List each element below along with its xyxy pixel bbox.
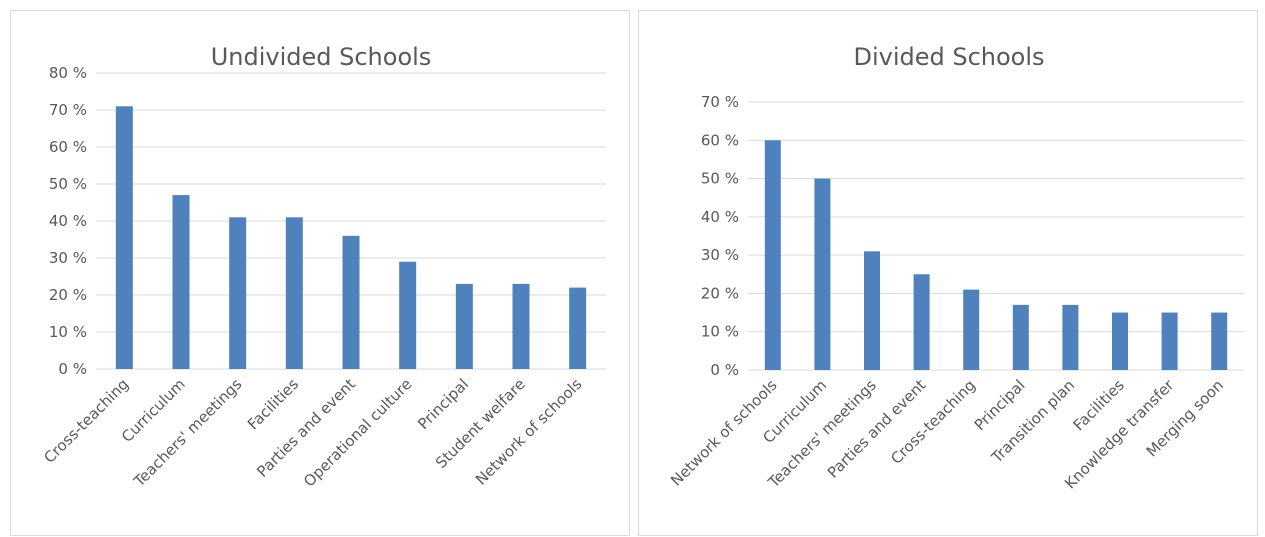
bar [569, 287, 587, 369]
bar-chart-undivided: Undivided Schools 0 % 10 % 20 % 30 % 40 % 50 … [40, 43, 606, 491]
y-tick-label: 10 % [701, 323, 739, 341]
bar [764, 140, 781, 370]
bar [512, 283, 530, 369]
bar [172, 195, 190, 369]
bar [1062, 304, 1079, 370]
x-category-label: Network of schools [472, 375, 586, 489]
chart-panel-undivided: Undivided Schools 0 % 10 % 20 % 30 % 40 % 50 … [10, 10, 630, 536]
y-tick-label: 20 % [701, 284, 739, 302]
x-category-label: Cross-teaching [887, 376, 979, 468]
bar [342, 235, 360, 369]
bar [115, 106, 133, 370]
x-category-label: Principal [414, 375, 472, 433]
bar [864, 251, 880, 370]
y-tick-label: 10 % [49, 323, 87, 341]
y-tick-label: 70 % [49, 101, 87, 119]
chart-title: Undivided Schools [211, 43, 432, 71]
y-tick-label: 40 % [701, 208, 739, 226]
bar [1161, 312, 1178, 370]
bar [814, 178, 831, 370]
bar [913, 274, 930, 370]
bar [1012, 304, 1029, 370]
bar [455, 283, 473, 369]
x-category-label: Parties and event [253, 375, 359, 481]
y-tick-label: 60 % [701, 131, 739, 149]
gridlines [748, 101, 1244, 371]
y-tick-label: 50 % [701, 170, 739, 188]
x-category-label: Teachers' meetings [130, 375, 246, 491]
bar-chart-divided: Divided Schools 0 % 10 % 20 % 30 % 40 % 50 % 6… [667, 43, 1244, 492]
x-category-label: Cross-teaching [40, 375, 132, 467]
y-tick-label: 30 % [701, 246, 739, 264]
y-tick-label: 70 % [701, 93, 739, 111]
chart-panel-divided: Divided Schools 0 % 10 % 20 % 30 % 40 % 50 % 6… [638, 10, 1258, 536]
y-tick-label: 30 % [49, 249, 87, 267]
y-tick-label: 60 % [49, 138, 87, 156]
bar [229, 217, 247, 369]
x-category-label: Operational culture [300, 375, 415, 490]
bar [399, 261, 417, 369]
y-tick-label: 40 % [49, 212, 87, 230]
y-tick-label: 20 % [49, 286, 87, 304]
bar [285, 217, 303, 369]
x-category-label: Facilities [244, 375, 302, 433]
y-tick-label: 0 % [710, 361, 739, 379]
bar [963, 289, 980, 370]
bar [1112, 312, 1128, 370]
bars [764, 140, 1228, 370]
bar [1211, 312, 1228, 370]
bars [115, 106, 587, 370]
y-tick-label: 0 % [58, 360, 87, 378]
y-tick-label: 80 % [49, 64, 87, 82]
y-tick-label: 50 % [49, 175, 87, 193]
chart-title: Divided Schools [853, 43, 1044, 71]
